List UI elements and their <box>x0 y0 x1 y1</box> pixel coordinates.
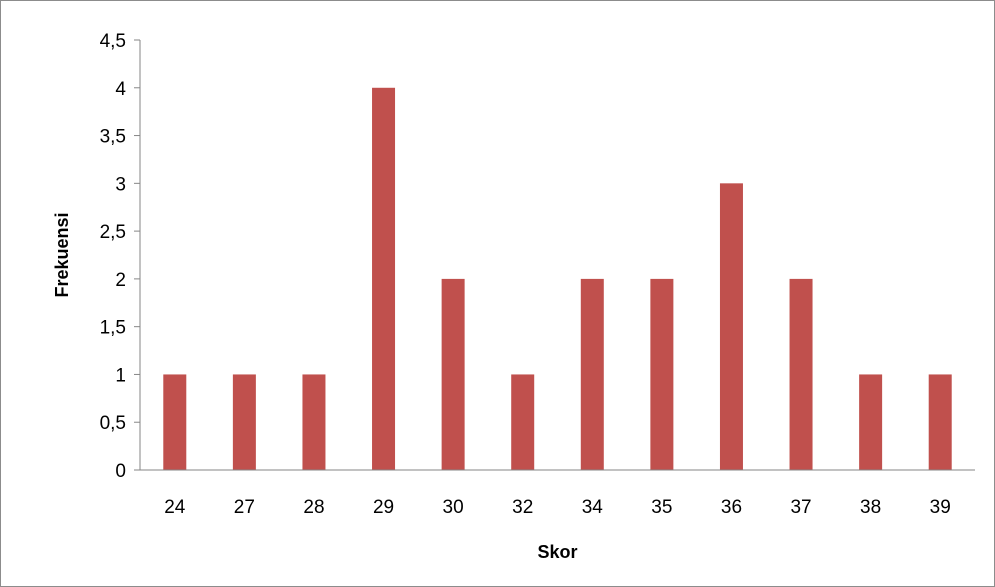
x-tick-label: 37 <box>790 497 811 518</box>
bar <box>372 87 396 471</box>
y-tick-label: 3,5 <box>100 127 126 148</box>
bar <box>441 278 465 470</box>
x-tick-label: 24 <box>164 497 186 518</box>
x-tick-label: 32 <box>512 497 533 518</box>
bar <box>232 374 256 470</box>
x-tick-label: 39 <box>930 497 951 518</box>
y-tick-label: 0,5 <box>100 413 126 434</box>
x-axis-title: Skor <box>537 542 577 562</box>
y-tick-label: 3 <box>115 174 126 195</box>
bar <box>163 374 187 470</box>
bar <box>511 374 535 470</box>
bar <box>580 278 604 470</box>
bar <box>719 183 743 471</box>
y-tick-label: 0 <box>115 461 126 482</box>
bar <box>650 278 674 470</box>
bar <box>859 374 883 470</box>
x-axis-ticks: 24 27 28 29 30 32 34 35 36 37 38 39 <box>164 497 951 518</box>
x-tick-label: 38 <box>860 497 881 518</box>
bar <box>302 374 326 470</box>
x-tick-label: 29 <box>373 497 394 518</box>
y-tick-label: 1 <box>115 365 126 386</box>
y-tick-label: 2,5 <box>100 222 126 243</box>
y-tick-label: 2 <box>115 270 126 291</box>
x-tick-label: 35 <box>651 497 672 518</box>
y-axis-ticks: 0 0,5 1 1,5 2 2,5 3 3,5 4 4,5 <box>100 31 140 482</box>
x-tick-label: 34 <box>582 497 604 518</box>
y-tick-label: 1,5 <box>100 318 126 339</box>
x-tick-label: 36 <box>721 497 742 518</box>
y-axis-title: Frekuensi <box>52 212 72 297</box>
x-tick-label: 30 <box>443 497 464 518</box>
x-tick-label: 28 <box>303 497 324 518</box>
bar <box>789 278 813 470</box>
y-tick-label: 4,5 <box>100 31 126 52</box>
bars <box>163 87 952 471</box>
bar <box>928 374 952 470</box>
x-tick-label: 27 <box>234 497 255 518</box>
y-tick-label: 4 <box>115 79 126 100</box>
